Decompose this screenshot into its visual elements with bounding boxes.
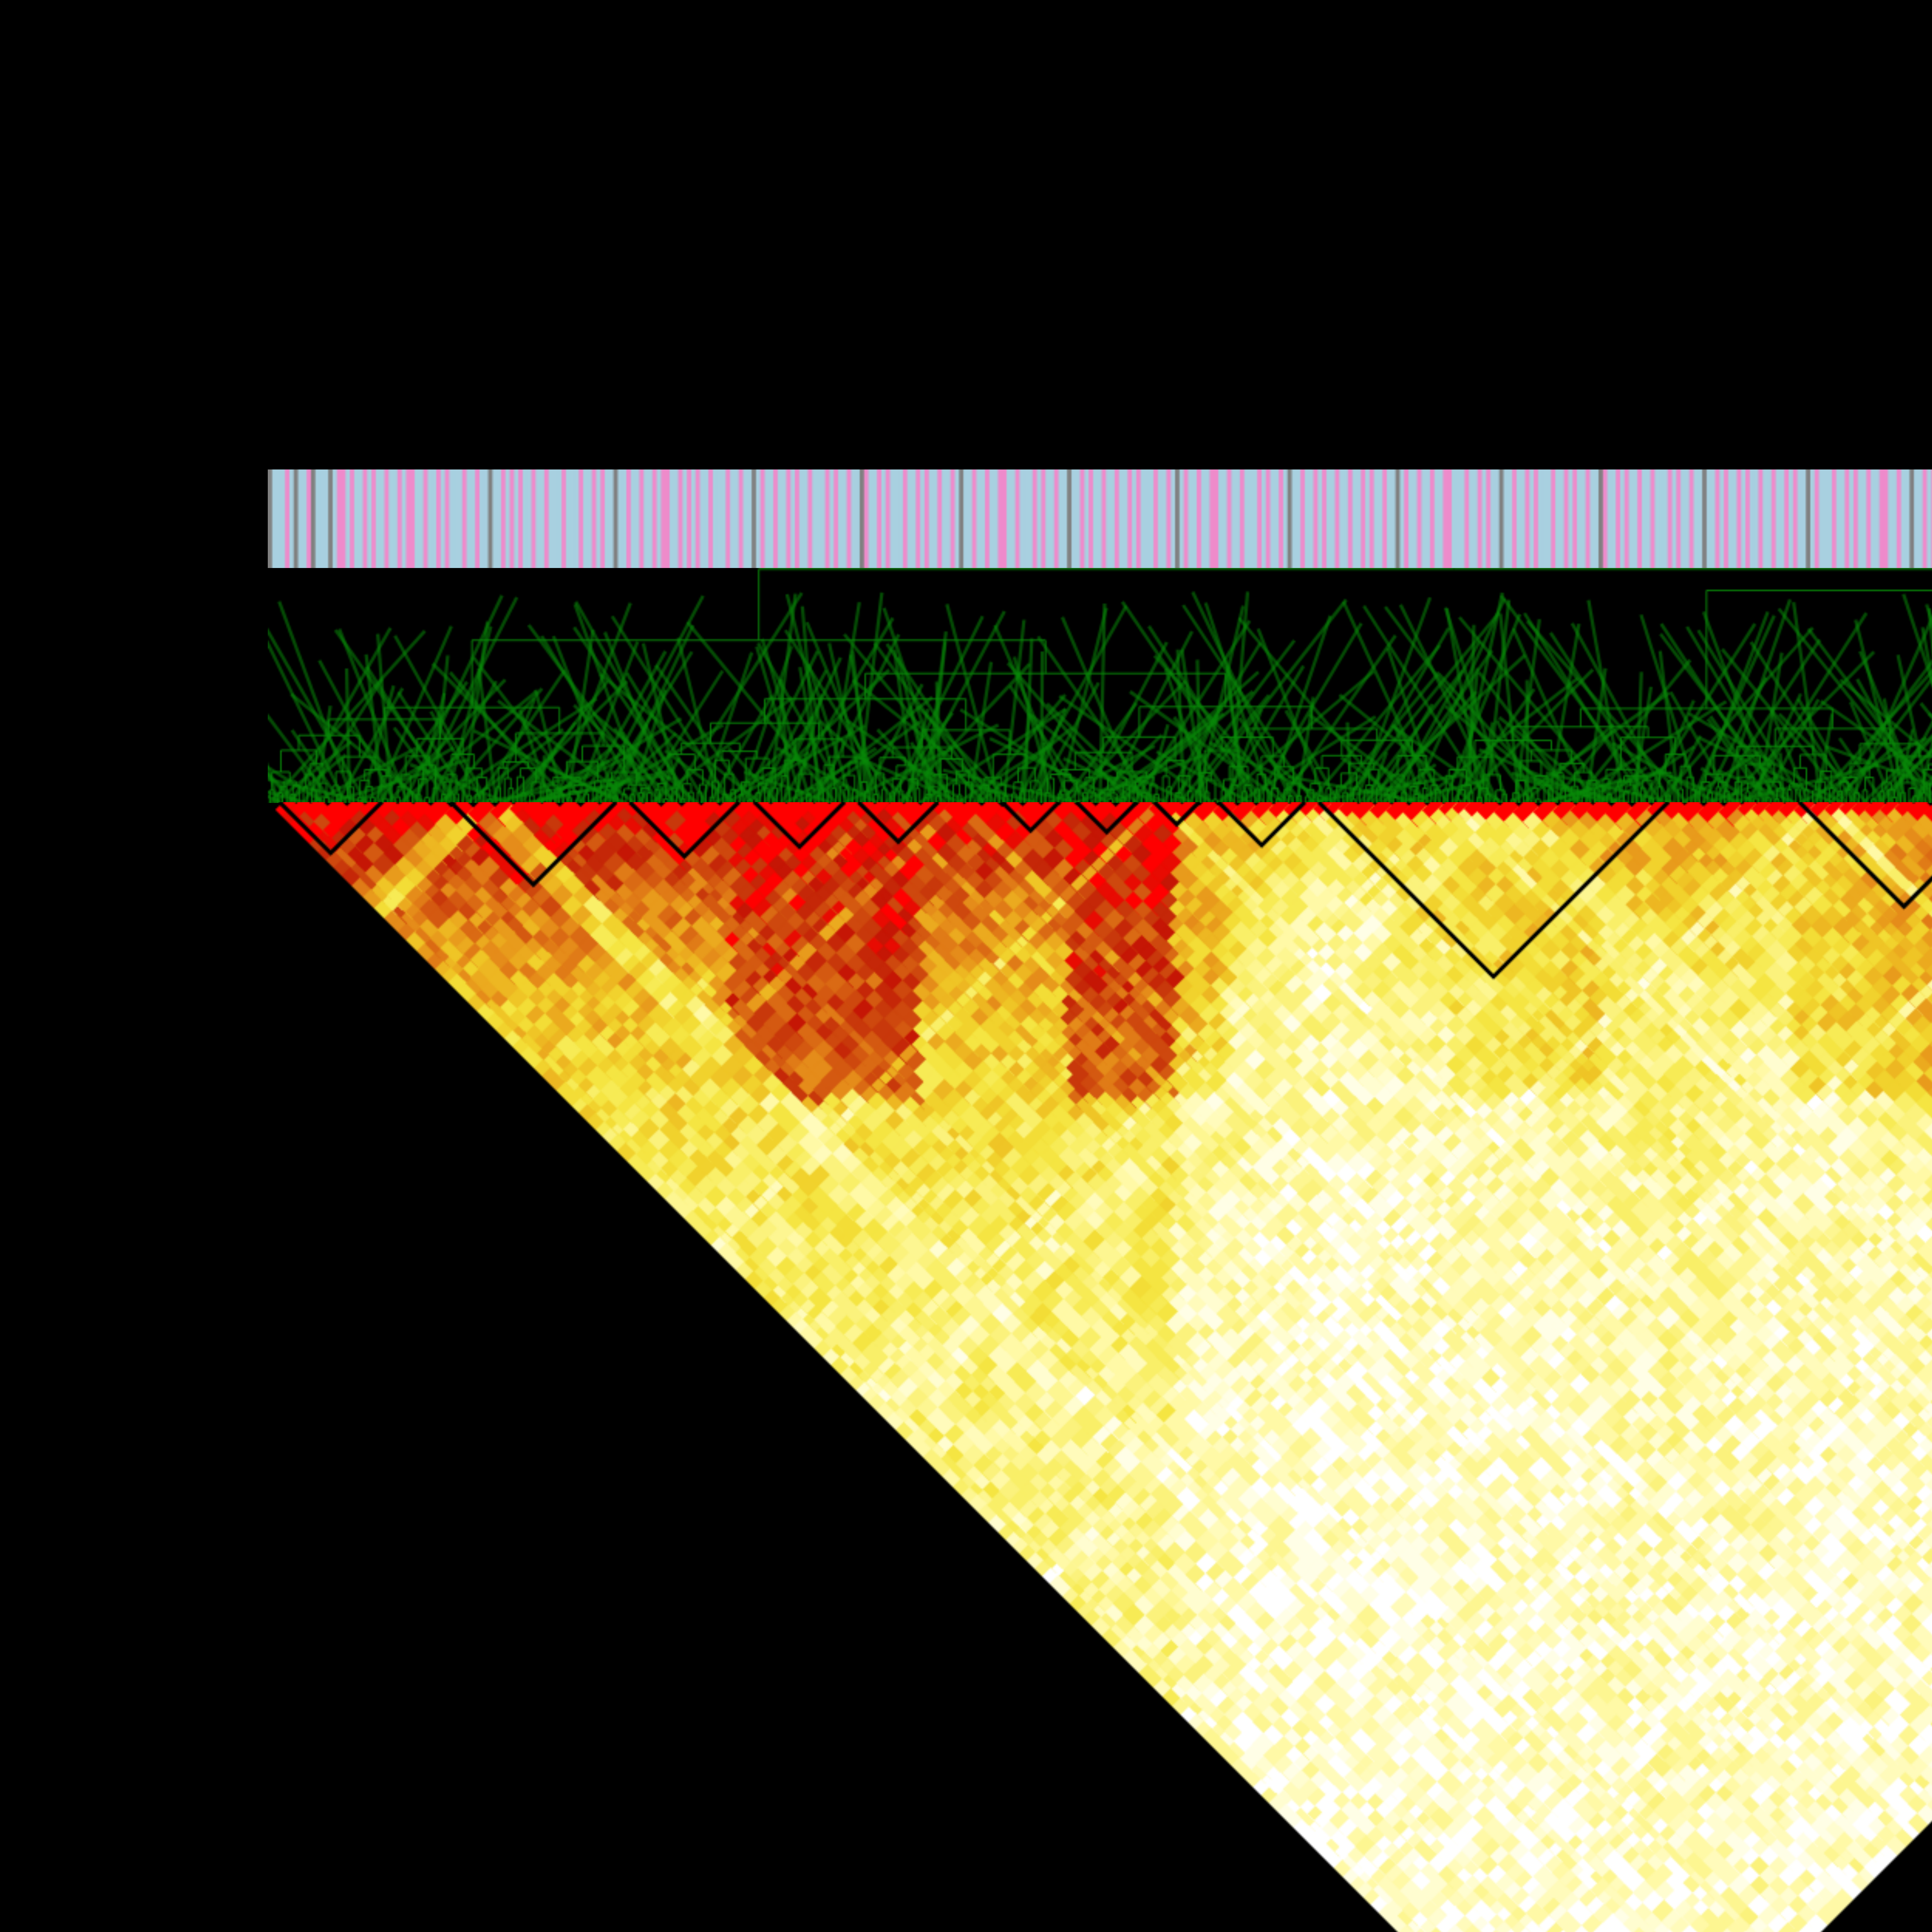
dendrogram-canvas xyxy=(268,568,1932,803)
ld-matrix-canvas xyxy=(268,802,1932,1932)
annotation-stripes-canvas xyxy=(268,469,1932,568)
hierarchical-clustering-dendrogram xyxy=(268,568,1932,803)
sample-annotation-track xyxy=(268,469,1932,568)
ld-triangle-heatmap xyxy=(268,802,1932,1932)
